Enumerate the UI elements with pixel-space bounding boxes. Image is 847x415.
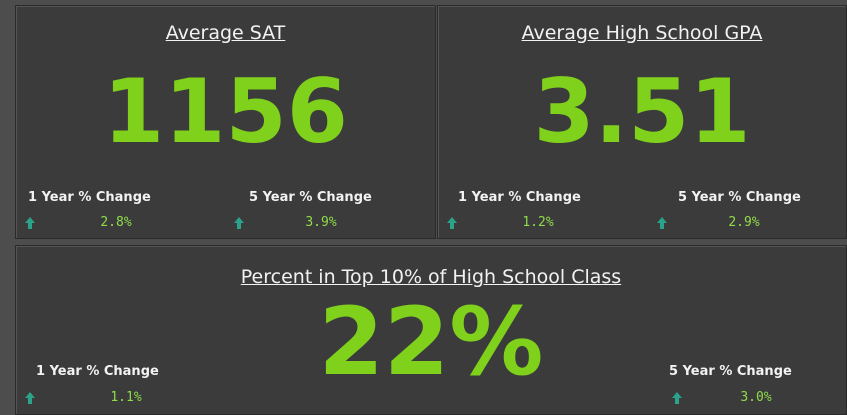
card-title: Percent in Top 10% of High School Class — [240, 266, 622, 288]
change-value: 1.1% — [110, 390, 142, 405]
change-label: 5 Year % Change — [669, 364, 792, 379]
card-title: Average SAT — [165, 22, 286, 44]
kpi-value: 22% — [318, 288, 544, 397]
change-value: 2.9% — [728, 215, 760, 230]
kpi-card: Percent in Top 10% of High School Class … — [15, 245, 847, 415]
change-label: 1 Year % Change — [458, 190, 581, 205]
kpi-card: Average High School GPA 3.51 1 Year % Ch… — [437, 5, 847, 239]
kpi-value: 1156 — [103, 60, 348, 163]
change-value: 3.9% — [305, 215, 337, 230]
change-label: 1 Year % Change — [28, 190, 151, 205]
up-arrow — [25, 217, 35, 229]
kpi-card: Average SAT 1156 1 Year % Change 5 Year … — [15, 5, 436, 239]
up-arrow — [25, 392, 35, 404]
change-value: 2.8% — [100, 215, 132, 230]
up-arrow — [657, 217, 667, 229]
change-label: 5 Year % Change — [249, 190, 372, 205]
change-value: 3.0% — [740, 390, 772, 405]
card-title: Average High School GPA — [521, 22, 763, 44]
change-label: 5 Year % Change — [678, 190, 801, 205]
up-arrow — [672, 392, 682, 404]
change-label: 1 Year % Change — [36, 364, 159, 379]
up-arrow — [234, 217, 244, 229]
kpi-value: 3.51 — [533, 60, 751, 163]
change-value: 1.2% — [522, 215, 554, 230]
up-arrow — [447, 217, 457, 229]
